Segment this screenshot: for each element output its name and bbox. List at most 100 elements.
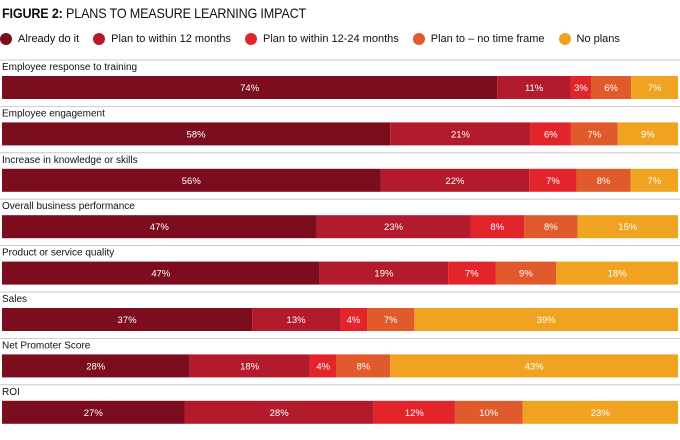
legend-item: Plan to – no time frame: [412, 33, 545, 45]
bar-segment: [577, 215, 678, 239]
data-label: 8%: [597, 176, 611, 187]
data-label: 7%: [587, 129, 601, 140]
bar-segment: [530, 122, 571, 146]
legend-swatch: [412, 33, 425, 45]
bar-segment: [470, 215, 525, 239]
bar-segment: [454, 400, 523, 424]
category-label: Overall business performance: [2, 201, 135, 212]
data-label: 9%: [519, 269, 533, 280]
bar-segment: [522, 400, 678, 424]
bar-segment: [309, 354, 337, 378]
data-label: 37%: [118, 315, 138, 326]
bar-segment: [2, 76, 498, 99]
data-label: 27%: [84, 408, 104, 419]
bar-segment: [529, 168, 577, 192]
data-label: 19%: [374, 269, 394, 280]
bar-segment: [2, 261, 320, 285]
bar-segment: [556, 261, 678, 285]
data-label: 21%: [451, 129, 471, 140]
legend-label: Plan to within 12-24 months: [263, 33, 399, 45]
bar-segment: [340, 308, 368, 331]
bar-segment: [617, 122, 678, 146]
bar-segment: [630, 168, 678, 192]
legend-swatch: [558, 33, 571, 45]
legend-swatch: [0, 33, 12, 45]
data-label: 8%: [544, 222, 558, 233]
legend-swatch: [93, 33, 106, 45]
data-label: 39%: [537, 315, 557, 326]
legend-label: Already do it: [18, 33, 80, 45]
bar-segment: [390, 354, 678, 378]
data-label: 74%: [240, 83, 260, 94]
data-label: 8%: [490, 222, 504, 233]
bar-segment: [316, 215, 471, 239]
data-label: 18%: [608, 269, 628, 280]
figure-title: FIGURE 2: PLANS TO MEASURE LEARNING IMPA…: [2, 5, 306, 21]
bar-segment: [373, 400, 455, 424]
legend-item: No plans: [558, 33, 620, 45]
data-label: 7%: [465, 269, 479, 280]
bar-segment: [2, 168, 381, 192]
category-label: Increase in knowledge or skills: [2, 155, 138, 166]
category-label: Sales: [2, 294, 27, 305]
bar-segment: [2, 354, 190, 378]
bar-segment: [448, 261, 496, 285]
bar-segment: [2, 400, 185, 424]
data-label: 4%: [316, 361, 330, 372]
data-label: 7%: [546, 176, 560, 187]
figure-label: FIGURE 2:: [2, 5, 63, 21]
chart-legend: Already do it Plan to within 12 months Pla…: [0, 33, 634, 45]
category-label: Employee engagement: [2, 108, 105, 119]
bar-segment: [414, 308, 678, 331]
bar-segment: [367, 308, 415, 331]
bar-segment: [336, 354, 391, 378]
bar-segment: [380, 168, 530, 192]
legend-label: Plan to – no time frame: [430, 33, 545, 45]
bar-segment: [319, 261, 449, 285]
legend-label: Plan to within 12 months: [111, 33, 232, 45]
data-label: 3%: [574, 83, 588, 94]
legend-item: Already do it: [0, 33, 79, 45]
bar-segment: [2, 215, 317, 239]
category-label: Product or service quality: [2, 248, 114, 259]
bar-segment: [2, 122, 391, 146]
bar-segment: [2, 308, 253, 331]
legend-swatch: [245, 33, 258, 45]
data-label: 28%: [270, 408, 290, 419]
data-label: 4%: [347, 315, 361, 326]
data-label: 6%: [604, 83, 618, 94]
data-label: 22%: [445, 176, 465, 187]
category-label: Employee response to training: [2, 62, 137, 73]
data-label: 6%: [544, 129, 558, 140]
legend-item: Plan to within 12-24 months: [245, 33, 399, 45]
data-label: 23%: [384, 222, 404, 233]
data-label: 47%: [150, 222, 170, 233]
data-label: 18%: [240, 361, 260, 372]
bar-segment: [524, 215, 578, 239]
bar-segment: [570, 122, 618, 146]
data-label: 7%: [384, 315, 398, 326]
data-label: 12%: [405, 408, 425, 419]
bar-segment: [576, 168, 631, 192]
category-label: Net Promoter Score: [2, 340, 91, 351]
data-label: 8%: [357, 361, 371, 372]
data-label: 15%: [618, 222, 638, 233]
data-label: 43%: [525, 361, 545, 372]
category-label: ROI: [2, 387, 20, 398]
figure-title-text: PLANS TO MEASURE LEARNING IMPACT: [66, 5, 307, 21]
data-label: 13%: [287, 315, 307, 326]
data-label: 28%: [86, 361, 106, 372]
bar-segment: [497, 76, 571, 99]
data-label: 23%: [591, 408, 611, 419]
legend-label: No plans: [576, 33, 620, 45]
data-label: 10%: [479, 408, 499, 419]
bar-segment: [495, 261, 557, 285]
bar-segment: [590, 76, 632, 99]
data-label: 58%: [187, 129, 207, 140]
bar-segment: [189, 354, 310, 378]
legend-item: Plan to within 12 months: [93, 33, 231, 45]
data-label: 7%: [647, 176, 661, 187]
data-label: 9%: [641, 129, 655, 140]
bar-segment: [390, 122, 531, 146]
